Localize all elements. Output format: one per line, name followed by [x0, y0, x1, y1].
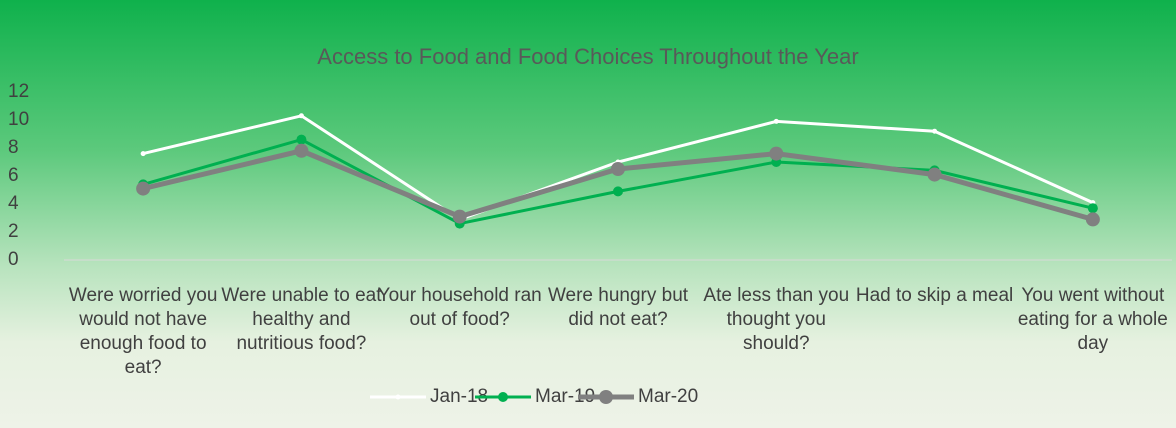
data-point — [611, 162, 625, 176]
y-tick-label: 0 — [8, 249, 19, 270]
x-tick-label: You went without eating for a whole day — [1017, 285, 1168, 354]
y-tick-label: 2 — [8, 221, 19, 242]
data-point — [927, 167, 942, 182]
data-point — [294, 143, 309, 158]
x-tick-label: Were hungry but did not eat? — [547, 285, 689, 330]
data-point — [136, 181, 151, 196]
y-tick-label: 4 — [8, 193, 19, 214]
data-point — [140, 151, 146, 157]
y-tick-label: 8 — [8, 137, 19, 158]
y-tick-label: 10 — [8, 109, 29, 130]
legend-marker — [395, 394, 401, 400]
data-point — [932, 128, 938, 134]
data-point — [298, 113, 304, 119]
data-point — [296, 134, 307, 145]
data-point — [452, 209, 467, 224]
y-tick-label: 6 — [8, 165, 19, 186]
x-tick-label: Ate less than you thought you should? — [703, 285, 850, 354]
legend-label: Mar-20 — [638, 386, 698, 407]
data-point — [1087, 203, 1098, 214]
legend-marker — [498, 392, 508, 402]
data-point — [769, 146, 784, 161]
legend-label: Mar-19 — [535, 386, 595, 407]
x-tick-label: Were worried you would not have enough f… — [68, 285, 218, 378]
chart-title: Access to Food and Food Choices Througho… — [317, 44, 858, 69]
data-point — [1085, 212, 1100, 227]
y-tick-label: 12 — [8, 81, 29, 102]
data-point — [773, 118, 779, 124]
x-tick-label: Your household ran out of food? — [377, 285, 542, 330]
x-tick-label: Were unable to eat healthy and nutritiou… — [221, 285, 382, 354]
legend-marker — [599, 390, 613, 404]
x-tick-label: Had to skip a meal — [855, 285, 1014, 306]
data-point — [613, 186, 623, 197]
legend-label: Jan-18 — [430, 386, 488, 407]
